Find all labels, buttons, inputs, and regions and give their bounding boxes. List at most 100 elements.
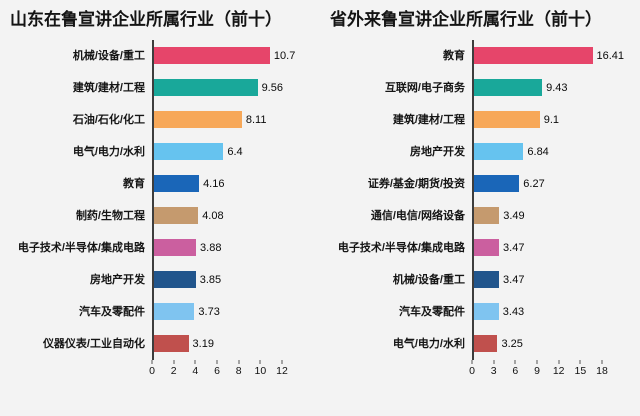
- value-label: 3.19: [192, 337, 214, 350]
- value-label: 4.16: [203, 177, 225, 190]
- bar-track: 9.43: [472, 71, 604, 104]
- value-label: 9.1: [543, 113, 560, 126]
- bar-track: 6.84: [472, 135, 604, 168]
- bar: [474, 111, 540, 129]
- bar-track: 3.43: [472, 295, 604, 328]
- tick-mark: [216, 359, 218, 364]
- bar-track: 3.47: [472, 263, 604, 296]
- bar-track: 9.1: [472, 103, 604, 136]
- category-label: 电气/电力/水利: [72, 145, 145, 158]
- bar: [154, 207, 199, 225]
- bar-row: 机械/设备/重工 3.47: [320, 263, 640, 296]
- bar-track: 6.27: [472, 167, 604, 200]
- category-label: 教育: [443, 49, 465, 62]
- bar: [154, 143, 224, 161]
- value-label: 3.88: [200, 241, 222, 254]
- axis-tick-label: 10: [254, 364, 267, 377]
- value-label: 3.43: [502, 305, 525, 318]
- axis-tick-label: 6: [214, 364, 220, 377]
- value-label: 10.7: [273, 49, 296, 62]
- bar: [154, 111, 242, 129]
- bar-row: 互联网/电子商务 9.43: [320, 71, 640, 104]
- axis-tick-label: 3: [490, 364, 497, 377]
- category-label: 机械/设备/重工: [392, 273, 465, 286]
- value-label: 3.73: [198, 305, 220, 318]
- category-label: 房地产开发: [410, 145, 465, 158]
- bar-row: 房地产开发 3.85: [0, 263, 320, 296]
- bar-row: 机械/设备/重工 10.7: [0, 39, 320, 72]
- axis-ticks: 0 2 4 6 8 10 12: [149, 359, 288, 380]
- bar: [474, 239, 500, 257]
- axis-spacer: [320, 360, 472, 380]
- bar-row: 制药/生物工程 4.08: [0, 199, 320, 232]
- tick-mark: [259, 359, 261, 364]
- bar: [154, 271, 196, 289]
- bar: [474, 175, 520, 193]
- category-label: 汽车及零配件: [79, 305, 145, 318]
- axis-tick-label: 15: [574, 364, 587, 377]
- tick-mark: [514, 359, 516, 364]
- axis-tick-label: 2: [170, 364, 177, 377]
- bar-row: 电子技术/半导体/集成电路 3.88: [0, 231, 320, 264]
- bar-row: 电气/电力/水利 3.25: [320, 327, 640, 360]
- bar: [154, 79, 258, 97]
- bar-track: 4.16: [152, 167, 284, 200]
- value-label: 6.84: [527, 145, 549, 158]
- axis-tick-label: 0: [469, 364, 475, 377]
- bar-row: 证券/基金/期货/投资 6.27: [320, 167, 640, 200]
- tick-mark: [471, 359, 473, 364]
- bar-track: 3.73: [152, 295, 284, 328]
- category-label: 房地产开发: [90, 273, 145, 286]
- tick-mark: [536, 359, 538, 364]
- bar: [474, 79, 543, 97]
- bar-row: 房地产开发 6.84: [320, 135, 640, 168]
- value-label: 9.43: [546, 81, 568, 94]
- value-label: 16.41: [596, 49, 625, 62]
- bar: [474, 271, 500, 289]
- bar-plot-left: 机械/设备/重工 10.7 建筑/建材/工程 9.56 石油/石化/化工 8.11 电气/电…: [0, 39, 320, 380]
- bar: [474, 335, 498, 353]
- value-label: 3.85: [199, 273, 222, 286]
- category-label: 建筑/建材/工程: [392, 113, 465, 126]
- bar: [474, 207, 500, 225]
- category-label: 电气/电力/水利: [392, 337, 465, 350]
- category-label: 证券/基金/期货/投资: [367, 177, 465, 190]
- value-label: 8.11: [245, 113, 267, 126]
- chart-shandong-local: 山东在鲁宣讲企业所属行业（前十） 机械/设备/重工 10.7 建筑/建材/工程 9.5…: [0, 10, 320, 380]
- bar-row: 教育 16.41: [320, 39, 640, 72]
- tick-mark: [238, 359, 240, 364]
- axis-tick-label: 0: [149, 364, 155, 377]
- category-label: 教育: [123, 177, 145, 190]
- x-axis: 0 2 4 6 8 10 12: [0, 359, 320, 380]
- category-label: 建筑/建材/工程: [72, 81, 145, 94]
- bar: [154, 175, 200, 193]
- bar-track: 3.88: [152, 231, 284, 264]
- bar-row: 教育 4.16: [0, 167, 320, 200]
- axis-tick-label: 8: [235, 364, 242, 377]
- bar-track: 3.47: [472, 231, 604, 264]
- x-axis: 0 3 6 9 12 15 18: [320, 359, 640, 380]
- bar-track: 9.56: [152, 71, 284, 104]
- chart-outside-province: 省外来鲁宣讲企业所属行业（前十） 教育 16.41 互联网/电子商务 9.43 建筑/建…: [320, 0, 640, 416]
- bar-row: 电子技术/半导体/集成电路 3.47: [320, 231, 640, 264]
- chart-title-right: 省外来鲁宣讲企业所属行业（前十）: [330, 10, 602, 29]
- category-label: 通信/电信/网络设备: [370, 209, 465, 222]
- bar: [154, 47, 270, 65]
- bar-plot-right: 教育 16.41 互联网/电子商务 9.43 建筑/建材/工程 9.1 房地产开发 6.84 证…: [320, 39, 640, 380]
- bar-track: 3.25: [472, 327, 604, 360]
- value-label: 6.27: [523, 177, 545, 190]
- category-label: 汽车及零配件: [399, 305, 465, 318]
- axis-ticks: 0 3 6 9 12 15 18: [469, 359, 608, 380]
- bar-track: 3.49: [472, 199, 604, 232]
- axis-tick-label: 4: [192, 364, 199, 377]
- category-label: 制药/生物工程: [75, 209, 145, 222]
- category-label: 机械/设备/重工: [72, 49, 145, 62]
- axis-tick-label: 18: [596, 364, 608, 377]
- value-label: 3.47: [503, 273, 525, 286]
- category-label: 电子技术/半导体/集成电路: [17, 241, 145, 254]
- value-label: 3.47: [503, 241, 525, 254]
- bar-track: 3.85: [152, 263, 284, 296]
- bar: [474, 303, 499, 321]
- bar: [154, 335, 189, 353]
- tick-mark: [151, 359, 153, 364]
